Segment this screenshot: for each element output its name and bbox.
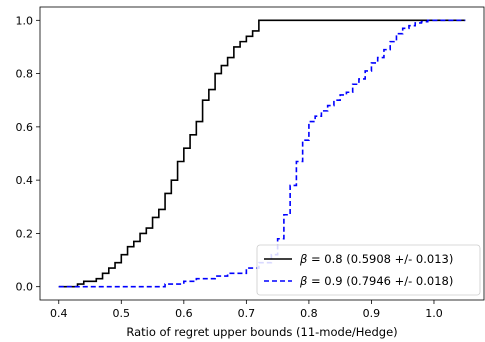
x-tick-label: 0.8 [300, 307, 318, 320]
y-tick-label: 0.6 [16, 121, 34, 134]
x-tick-label: 0.5 [113, 307, 131, 320]
x-tick-label: 0.6 [175, 307, 193, 320]
y-tick-label: 0.0 [16, 281, 34, 294]
series-line-0 [58, 19, 466, 288]
legend-symbol: β [299, 252, 307, 266]
series-line-1 [58, 19, 466, 288]
legend-box [256, 244, 481, 296]
y-axis-ticks: 0.0 0.2 0.4 0.6 0.8 1.0 [16, 14, 40, 294]
legend-label-beta-0-9: β = 0.9 (0.7946 +/- 0.018) [299, 274, 453, 288]
series-layer [58, 19, 466, 288]
y-tick-label: 0.8 [16, 68, 34, 81]
legend: β = 0.8 (0.5908 +/- 0.013) β = 0.9 (0.79… [256, 244, 481, 296]
legend-label-text: = 0.8 (0.5908 +/- 0.013) [307, 252, 453, 266]
x-axis-label: Ratio of regret upper bounds (11-mode/He… [126, 325, 397, 339]
y-tick-label: 0.4 [16, 174, 34, 187]
plot-frame [39, 6, 485, 301]
x-axis-ticks: 0.4 0.5 0.6 0.7 0.8 0.9 1.0 [50, 300, 443, 320]
y-tick-label: 0.2 [16, 227, 34, 240]
x-tick-label: 0.4 [50, 307, 68, 320]
legend-label-beta-0-8: β = 0.8 (0.5908 +/- 0.013) [299, 252, 453, 266]
x-tick-label: 0.7 [238, 307, 256, 320]
x-tick-label: 0.9 [363, 307, 381, 320]
legend-symbol: β [299, 274, 307, 288]
y-tick-label: 1.0 [16, 14, 34, 27]
x-tick-label: 1.0 [425, 307, 443, 320]
legend-label-text: = 0.9 (0.7946 +/- 0.018) [307, 274, 453, 288]
